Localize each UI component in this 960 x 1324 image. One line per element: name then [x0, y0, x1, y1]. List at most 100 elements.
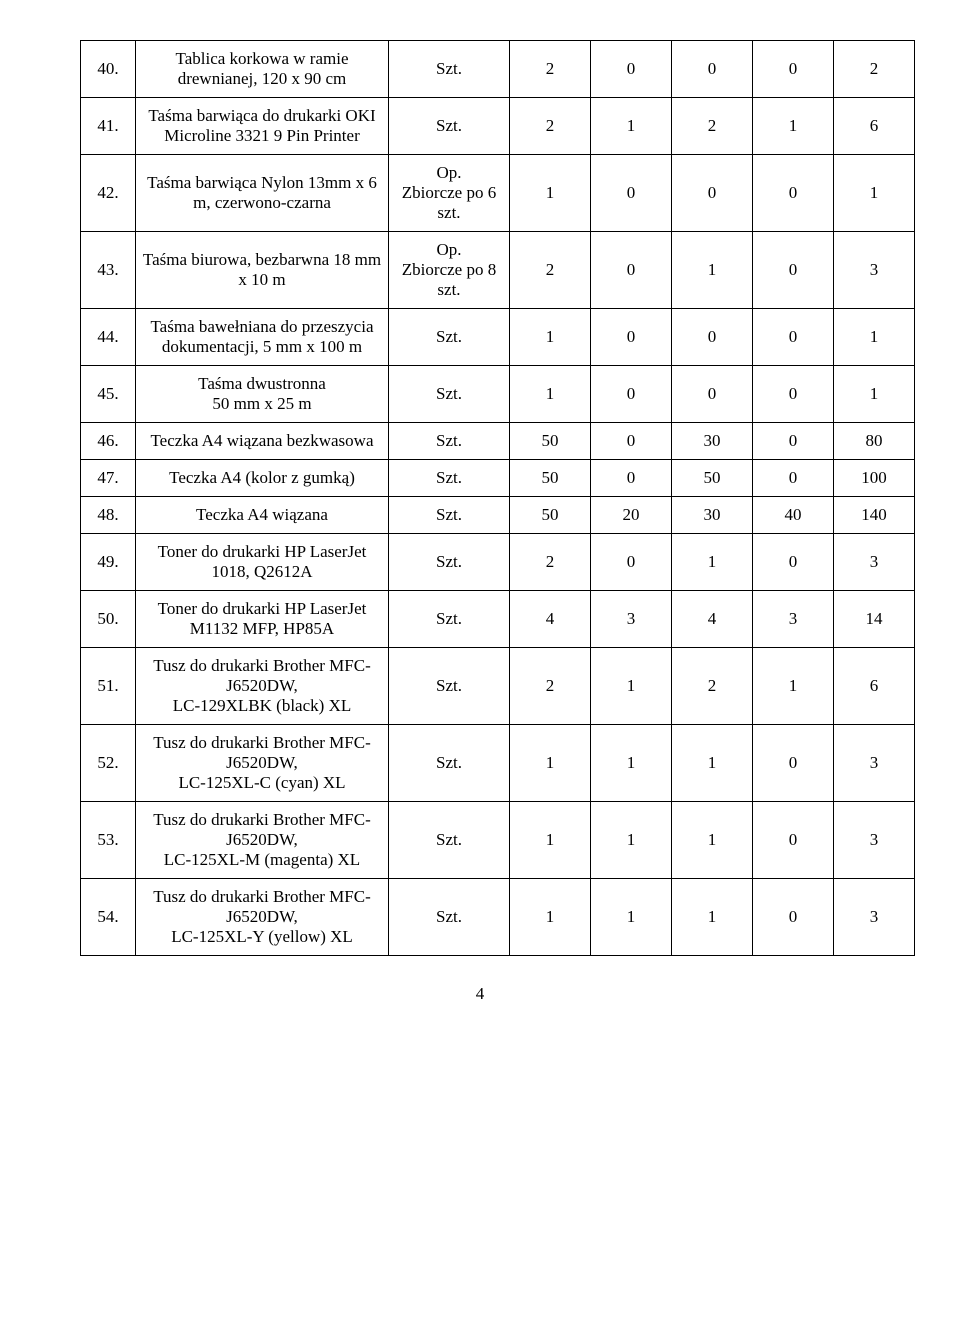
row-value: 1: [753, 98, 834, 155]
row-value: 6: [834, 98, 915, 155]
row-value: 1: [753, 648, 834, 725]
row-value: 20: [591, 497, 672, 534]
table-row: 49.Toner do drukarki HP LaserJet 1018, Q…: [81, 534, 915, 591]
row-value: 3: [834, 802, 915, 879]
row-value: 0: [591, 41, 672, 98]
row-value: 2: [672, 648, 753, 725]
row-value: 2: [672, 98, 753, 155]
page: 40.Tablica korkowa w ramie drewnianej, 1…: [0, 0, 960, 1044]
row-value: 2: [510, 98, 591, 155]
row-value: 1: [591, 802, 672, 879]
row-value: 2: [834, 41, 915, 98]
row-value: 1: [510, 155, 591, 232]
row-value: 0: [753, 366, 834, 423]
row-description: Toner do drukarki HP LaserJet 1018, Q261…: [136, 534, 389, 591]
row-value: 3: [834, 725, 915, 802]
row-value: 1: [510, 309, 591, 366]
row-value: 3: [834, 232, 915, 309]
table-row: 44.Taśma bawełniana do przeszycia dokume…: [81, 309, 915, 366]
row-value: 0: [591, 460, 672, 497]
row-value: 2: [510, 41, 591, 98]
row-value: 4: [510, 591, 591, 648]
row-description: Taśma bawełniana do przeszycia dokumenta…: [136, 309, 389, 366]
row-unit: Szt.: [389, 309, 510, 366]
row-description: Taśma dwustronna 50 mm x 25 m: [136, 366, 389, 423]
row-unit: Szt.: [389, 591, 510, 648]
row-value: 1: [591, 879, 672, 956]
row-number: 40.: [81, 41, 136, 98]
row-number: 46.: [81, 423, 136, 460]
row-value: 14: [834, 591, 915, 648]
row-value: 0: [753, 802, 834, 879]
row-value: 1: [510, 366, 591, 423]
row-number: 42.: [81, 155, 136, 232]
row-value: 0: [591, 155, 672, 232]
row-value: 0: [672, 309, 753, 366]
row-value: 50: [510, 460, 591, 497]
row-number: 53.: [81, 802, 136, 879]
row-number: 52.: [81, 725, 136, 802]
row-value: 80: [834, 423, 915, 460]
row-value: 1: [834, 155, 915, 232]
row-description: Tablica korkowa w ramie drewnianej, 120 …: [136, 41, 389, 98]
row-value: 1: [672, 232, 753, 309]
table-row: 48.Teczka A4 wiązanaSzt.50203040140: [81, 497, 915, 534]
row-unit: Szt.: [389, 460, 510, 497]
table-row: 54.Tusz do drukarki Brother MFC-J6520DW,…: [81, 879, 915, 956]
table-row: 53.Tusz do drukarki Brother MFC-J6520DW,…: [81, 802, 915, 879]
row-value: 0: [591, 534, 672, 591]
row-unit: Op. Zbiorcze po 6 szt.: [389, 155, 510, 232]
row-number: 44.: [81, 309, 136, 366]
row-value: 1: [591, 648, 672, 725]
table-row: 41.Taśma barwiąca do drukarki OKI Microl…: [81, 98, 915, 155]
row-description: Teczka A4 wiązana: [136, 497, 389, 534]
row-unit: Szt.: [389, 98, 510, 155]
row-unit: Szt.: [389, 534, 510, 591]
table-row: 46.Teczka A4 wiązana bezkwasowaSzt.50030…: [81, 423, 915, 460]
row-value: 0: [753, 534, 834, 591]
row-value: 3: [591, 591, 672, 648]
row-value: 0: [753, 423, 834, 460]
row-value: 1: [672, 534, 753, 591]
items-table: 40.Tablica korkowa w ramie drewnianej, 1…: [80, 40, 915, 956]
row-value: 50: [510, 497, 591, 534]
row-description: Toner do drukarki HP LaserJet M1132 MFP,…: [136, 591, 389, 648]
table-row: 50.Toner do drukarki HP LaserJet M1132 M…: [81, 591, 915, 648]
row-value: 3: [753, 591, 834, 648]
row-unit: Szt.: [389, 725, 510, 802]
row-number: 43.: [81, 232, 136, 309]
row-unit: Szt.: [389, 648, 510, 725]
row-number: 51.: [81, 648, 136, 725]
row-value: 1: [591, 725, 672, 802]
row-value: 2: [510, 648, 591, 725]
row-value: 50: [672, 460, 753, 497]
row-value: 6: [834, 648, 915, 725]
row-value: 1: [591, 98, 672, 155]
row-value: 40: [753, 497, 834, 534]
row-value: 100: [834, 460, 915, 497]
row-description: Teczka A4 wiązana bezkwasowa: [136, 423, 389, 460]
row-value: 30: [672, 423, 753, 460]
row-value: 3: [834, 879, 915, 956]
row-value: 1: [672, 725, 753, 802]
row-number: 49.: [81, 534, 136, 591]
table-row: 40.Tablica korkowa w ramie drewnianej, 1…: [81, 41, 915, 98]
row-value: 2: [510, 232, 591, 309]
page-number: 4: [80, 984, 880, 1004]
row-unit: Szt.: [389, 879, 510, 956]
table-row: 45.Taśma dwustronna 50 mm x 25 mSzt.1000…: [81, 366, 915, 423]
table-row: 51.Tusz do drukarki Brother MFC-J6520DW,…: [81, 648, 915, 725]
row-number: 41.: [81, 98, 136, 155]
row-value: 0: [672, 41, 753, 98]
row-description: Tusz do drukarki Brother MFC-J6520DW, LC…: [136, 648, 389, 725]
row-value: 1: [834, 309, 915, 366]
row-description: Taśma biurowa, bezbarwna 18 mm x 10 m: [136, 232, 389, 309]
row-unit: Szt.: [389, 366, 510, 423]
row-value: 1: [672, 802, 753, 879]
row-number: 54.: [81, 879, 136, 956]
row-value: 4: [672, 591, 753, 648]
row-value: 1: [834, 366, 915, 423]
row-number: 50.: [81, 591, 136, 648]
row-value: 0: [672, 366, 753, 423]
row-value: 0: [672, 155, 753, 232]
